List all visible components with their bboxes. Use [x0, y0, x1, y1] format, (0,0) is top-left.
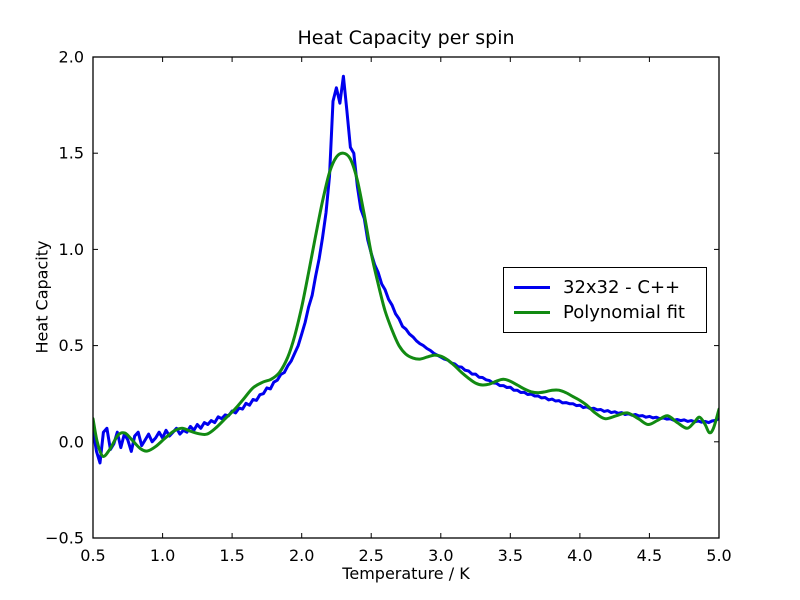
svg-text:0.5: 0.5 [80, 546, 105, 565]
svg-text:3.0: 3.0 [428, 546, 453, 565]
svg-text:2.0: 2.0 [289, 546, 314, 565]
y-axis-label: Heat Capacity [32, 240, 52, 354]
legend-label-fit: Polynomial fit [563, 302, 685, 323]
legend-line-sample-cpp [514, 286, 550, 289]
svg-text:1.0: 1.0 [59, 240, 84, 259]
x-axis-label: Temperature / K [342, 564, 470, 583]
svg-text:2.5: 2.5 [358, 546, 383, 565]
legend-label-cpp: 32x32 - C++ [563, 277, 681, 298]
legend-item-fit: Polynomial fit [514, 300, 706, 325]
svg-text:−0.5: −0.5 [45, 529, 84, 548]
svg-text:4.0: 4.0 [567, 546, 592, 565]
svg-text:2.0: 2.0 [59, 48, 84, 67]
svg-text:1.0: 1.0 [150, 546, 175, 565]
svg-text:1.5: 1.5 [219, 546, 244, 565]
svg-text:0.5: 0.5 [59, 336, 84, 355]
legend-line-sample-fit [514, 311, 550, 314]
svg-text:1.5: 1.5 [59, 144, 84, 163]
chart-title: Heat Capacity per spin [297, 27, 515, 49]
svg-text:4.5: 4.5 [637, 546, 662, 565]
svg-text:0.0: 0.0 [59, 432, 84, 451]
legend-item-cpp: 32x32 - C++ [514, 275, 706, 300]
svg-text:3.5: 3.5 [498, 546, 523, 565]
legend: 32x32 - C++ Polynomial fit [503, 267, 707, 333]
svg-text:5.0: 5.0 [706, 546, 731, 565]
